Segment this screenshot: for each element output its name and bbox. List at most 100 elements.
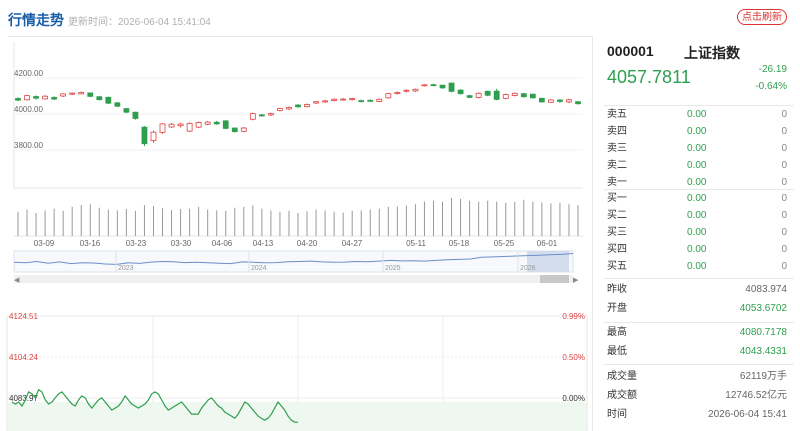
scrollbar-thumb [540,275,569,283]
page-title: 行情走势 [8,12,64,28]
header-divider [8,36,592,37]
orderbook-price: 0.00 [687,126,707,137]
orderbook-volume: 0 [781,210,787,221]
scroll-left-arrow: ◀ [14,276,20,284]
candle-body [24,95,30,101]
header: 行情走势 更新时间：2026-06-04 15:41:04 点击刷新 [0,0,800,36]
stat-label: 成交量 [607,371,637,382]
candle-body [367,99,374,102]
orderbook-row: 卖四 0.00 0 [607,123,787,140]
orderbook-volume: 0 [781,261,787,272]
candle-body [150,131,157,142]
candle-body [548,99,554,103]
candle-body [195,122,202,128]
stat-amount: 成交额 12746.52亿元 [607,387,787,405]
candle-body [159,123,166,133]
candle-body [249,113,256,120]
orderbook-price: 0.00 [687,143,707,154]
candle-body [295,104,301,108]
candle-body [114,102,121,107]
stat-volume: 成交量 62119万手 [607,368,787,386]
x-tick-label: 05-25 [494,239,515,248]
candle-body [394,92,401,94]
candle-body [358,100,365,103]
candle-body [258,114,265,117]
candle-body [213,121,220,125]
x-tick-label: 03-23 [126,239,147,248]
orderbook-label: 卖三 [607,143,627,154]
stat-value: 62119万手 [739,371,787,382]
candle-body [466,95,473,98]
candle-body [403,89,410,92]
candle-body [168,123,175,128]
orderbook-label: 卖五 [607,109,627,120]
x-tick-label: 04-13 [253,239,274,248]
stock-name: 上证指数 [684,45,740,61]
panel-divider [592,36,593,431]
candle-body [511,92,518,96]
orderbook-price: 0.00 [687,177,707,188]
candle-body [286,107,292,110]
candle-body [177,123,184,127]
chart-area[interactable]: 4200.00 4000.00 3800.00 03-09 03-16 03-23 03-3… [0,36,592,431]
candle-body [448,82,455,92]
candle-body [376,98,383,102]
stat-value: 2026-06-04 15:41 [708,409,787,420]
x-tick-label: 05-11 [406,239,426,248]
orderbook-price: 0.00 [687,210,707,221]
orderbook-label: 买二 [607,210,627,221]
candle-body [42,95,48,100]
orderbook-volume: 0 [781,244,787,255]
candle-body [132,111,139,119]
candle-body [60,93,67,97]
candle-body [349,98,356,101]
stat-low: 最低 4043.4331 [607,343,787,361]
candle-body [385,93,392,99]
scroll-right-arrow: ▶ [573,276,579,284]
orderbook-row: 卖二 0.00 0 [607,157,787,174]
x-tick-label: 04-20 [297,239,318,248]
stock-code: 000001 [607,43,654,59]
stat-value: 12746.52亿元 [725,390,787,401]
candle-body [421,84,428,87]
candle-body [78,92,85,95]
stat-value: 4053.6702 [739,303,787,314]
divider [604,105,794,106]
candle-body [304,104,310,108]
orderbook-price: 0.00 [687,227,707,238]
stat-label: 最高 [607,327,627,338]
stat-time: 时间 2026-06-04 15:41 [607,406,787,424]
candle-body [204,121,211,125]
candle-body [222,120,229,129]
intraday-pct-tick: 0.50% [562,353,585,362]
stat-label: 开盘 [607,303,627,314]
orderbook-price: 0.00 [687,261,707,272]
overview-line [13,253,574,265]
candle-body [502,94,509,99]
x-tick-label: 05-18 [449,239,470,248]
current-price: 4057.7811 [607,67,691,87]
stat-high: 最高 4080.7178 [607,324,787,342]
orderbook-label: 卖四 [607,126,627,137]
orderbook-row: 卖一 0.00 0 [607,174,787,191]
orderbook-price: 0.00 [687,244,707,255]
orderbook-row: 买五 0.00 0 [607,258,787,275]
divider [604,278,794,279]
x-tick-label: 03-30 [171,239,192,248]
intraday-price-line [11,388,298,423]
stat-open: 开盘 4053.6702 [607,300,787,318]
candle-body [457,89,464,95]
year-label: 2025 [385,265,401,272]
orderbook-row: 卖三 0.00 0 [607,140,787,157]
candle-body [566,99,572,103]
x-tick-label: 03-16 [80,239,101,248]
candle-body [322,100,328,103]
orderbook-volume: 0 [781,126,787,137]
candle-body [575,101,581,105]
orderbook-row: 买四 0.00 0 [607,241,787,258]
orderbook-volume: 0 [781,109,787,120]
x-tick-label: 04-06 [212,239,233,248]
candle-body [340,98,347,101]
candle-body [557,99,563,102]
refresh-button[interactable]: 点击刷新 [737,9,787,25]
